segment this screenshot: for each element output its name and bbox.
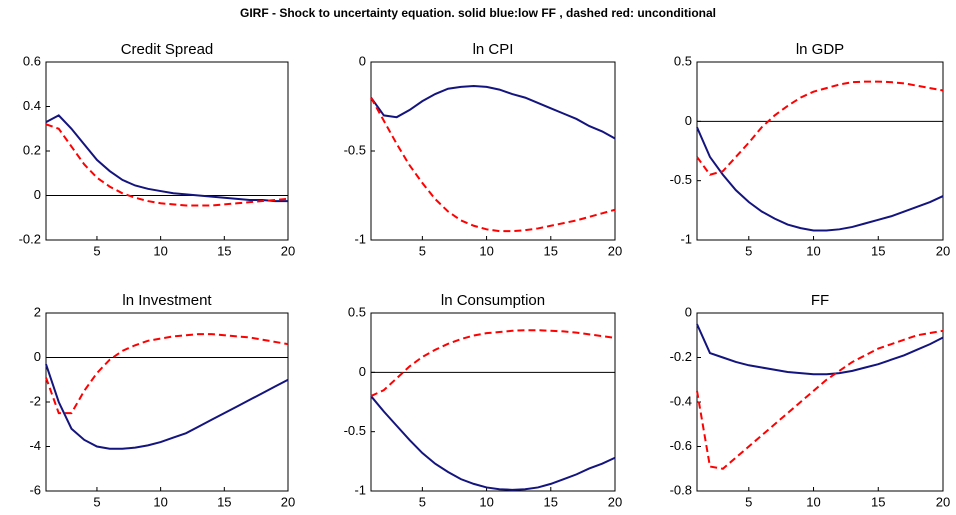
series-line: [696, 323, 944, 376]
x-tick-label: 15: [544, 243, 558, 258]
y-tick-label: -0.2: [670, 349, 692, 364]
x-tick-label: 20: [281, 494, 295, 509]
y-tick-label: -6: [29, 482, 41, 497]
y-tick-label: -1: [680, 231, 692, 246]
axes-box: [45, 312, 289, 492]
y-tick-label: 0.2: [23, 142, 41, 157]
x-tick-label: 15: [871, 494, 885, 509]
x-tick-label: 10: [806, 494, 820, 509]
y-tick-label: -0.6: [670, 438, 692, 453]
y-tick-label: 0.6: [23, 53, 41, 68]
series-line: [45, 363, 289, 450]
series-line: [45, 123, 289, 207]
y-tick-label: -1: [354, 231, 366, 246]
x-tick-label: 20: [936, 494, 950, 509]
y-tick-label: -0.8: [670, 482, 692, 497]
y-tick-label: 2: [34, 304, 41, 319]
series-line: [370, 97, 616, 233]
x-tick-label: 5: [93, 494, 100, 509]
y-tick-label: -0.5: [344, 142, 366, 157]
x-tick-label: 5: [745, 243, 752, 258]
y-tick-label: 0: [685, 113, 692, 128]
axes-box: [370, 61, 616, 241]
x-tick-label: 15: [871, 243, 885, 258]
y-tick-label: -1: [354, 482, 366, 497]
x-tick-label: 10: [806, 243, 820, 258]
series-line: [45, 333, 289, 415]
y-tick-label: -0.4: [670, 393, 692, 408]
series-line: [45, 114, 288, 203]
y-tick-label: -0.5: [344, 423, 366, 438]
x-tick-label: 20: [608, 494, 622, 509]
y-tick-label: -0.5: [670, 172, 692, 187]
y-tick-label: 0: [359, 364, 366, 379]
series-line: [696, 126, 944, 232]
y-tick-label: 0: [34, 187, 41, 202]
x-tick-label: 5: [419, 494, 426, 509]
axes-box: [696, 312, 944, 492]
subplot-title: ln Consumption: [441, 292, 545, 309]
y-tick-label: -2: [29, 393, 41, 408]
x-tick-label: 10: [153, 494, 167, 509]
series-line: [696, 329, 944, 470]
x-tick-label: 10: [153, 243, 167, 258]
x-tick-label: 20: [936, 243, 950, 258]
subplot-title: ln CPI: [473, 41, 514, 58]
x-tick-label: 10: [479, 243, 493, 258]
y-tick-label: 0: [685, 304, 692, 319]
x-tick-label: 5: [93, 243, 100, 258]
y-tick-label: 0: [359, 53, 366, 68]
x-tick-label: 5: [745, 494, 752, 509]
x-tick-label: 15: [544, 494, 558, 509]
y-tick-label: 0.5: [674, 53, 692, 68]
subplot-title: FF: [811, 292, 829, 309]
x-tick-label: 20: [281, 243, 295, 258]
subplot-title: Credit Spread: [121, 41, 214, 58]
axes-box: [45, 61, 289, 241]
figure-title: GIRF - Shock to uncertainty equation. so…: [240, 6, 716, 20]
series-line: [370, 85, 616, 140]
series-line: [696, 80, 944, 176]
series-line: [370, 395, 616, 491]
series-line: [370, 329, 616, 397]
axes-box: [370, 312, 616, 492]
y-tick-label: 0.5: [348, 304, 366, 319]
y-tick-label: -0.2: [19, 231, 41, 246]
y-tick-label: 0: [34, 349, 41, 364]
subplot-title: ln Investment: [122, 292, 212, 309]
axes-box: [696, 61, 944, 241]
x-tick-label: 20: [608, 243, 622, 258]
x-tick-label: 15: [217, 494, 231, 509]
x-tick-label: 15: [217, 243, 231, 258]
subplot-title: ln GDP: [796, 41, 844, 58]
x-tick-label: 10: [479, 494, 493, 509]
y-tick-label: 0.4: [23, 98, 41, 113]
x-tick-label: 5: [419, 243, 426, 258]
y-tick-label: -4: [29, 438, 41, 453]
